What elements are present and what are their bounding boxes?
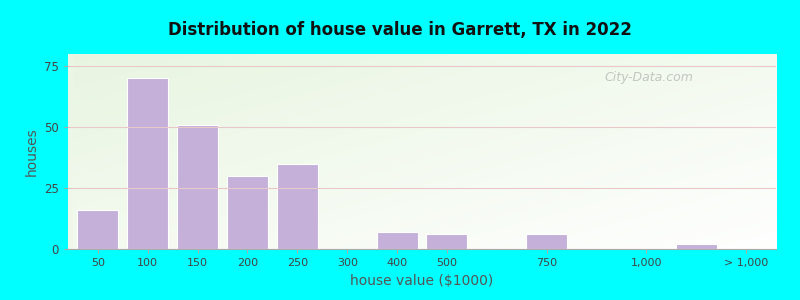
Bar: [78, 210, 118, 249]
Bar: [227, 176, 268, 249]
Bar: [277, 164, 318, 249]
Bar: [127, 78, 168, 249]
Text: Distribution of house value in Garrett, TX in 2022: Distribution of house value in Garrett, …: [168, 21, 632, 39]
Bar: [177, 125, 218, 249]
Bar: [426, 234, 467, 249]
X-axis label: house value ($1000): house value ($1000): [350, 274, 494, 288]
Bar: [526, 234, 567, 249]
Bar: [676, 244, 717, 249]
Bar: [377, 232, 418, 249]
Y-axis label: houses: houses: [25, 127, 38, 176]
Text: City-Data.com: City-Data.com: [604, 71, 693, 84]
